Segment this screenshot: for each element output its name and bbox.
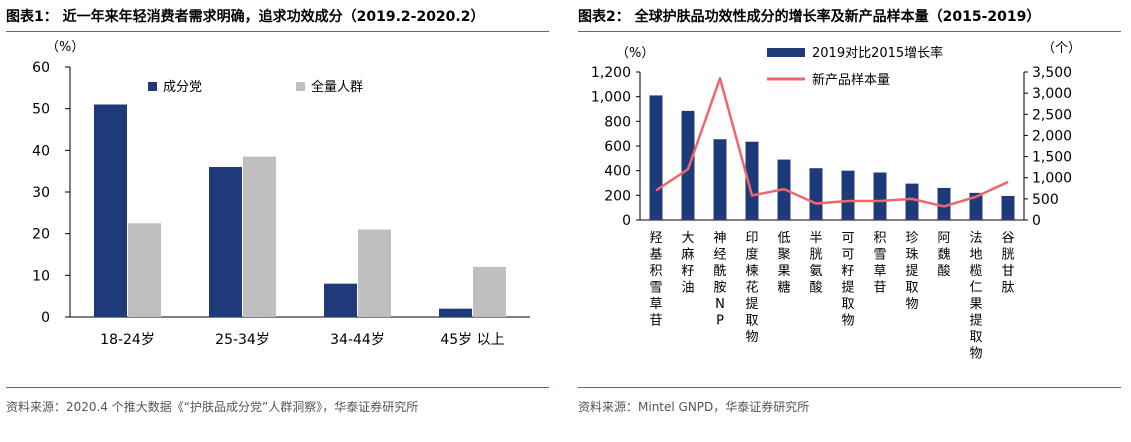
legend-label-line: 新产品样本量 <box>812 72 890 88</box>
bar-growth-rate <box>745 141 759 220</box>
y-tick-label: 20 <box>32 227 50 243</box>
source-divider <box>578 387 1121 388</box>
bar-growth-rate <box>809 168 823 220</box>
bar-ingredient-fans <box>209 167 242 317</box>
x-tick-label: 羟基积雪草苷 <box>649 231 662 329</box>
right-axis-unit-label: （个） <box>1042 41 1081 56</box>
x-tick-label: 法地榄仁果提取物 <box>969 231 982 362</box>
figure-1-source: 资料来源：2020.4 个推大数据《“护肤品成分党”人群洞察》，华泰证券研究所 <box>6 400 419 414</box>
bar-growth-rate <box>841 170 855 220</box>
right-y-tick-label: 2,000 <box>1032 128 1072 144</box>
x-tick-label: 34-44岁 <box>330 332 385 348</box>
x-tick-label: 45岁 以上 <box>440 332 504 348</box>
bar-ingredient-fans <box>94 104 127 317</box>
x-tick-label: 半胱氨酸 <box>809 231 822 296</box>
bar-all-users <box>243 156 276 317</box>
y-tick-label: 40 <box>32 143 50 159</box>
right-y-tick-label: 1,000 <box>1032 171 1072 187</box>
x-tick-label: 积雪草苷 <box>873 231 886 296</box>
bar-all-users <box>358 229 391 317</box>
title-divider <box>578 31 1121 32</box>
x-tick-label: 低聚果糖 <box>777 231 790 296</box>
bar-growth-rate <box>969 192 983 220</box>
legend-label: 成分党 <box>163 80 202 95</box>
legend-swatch <box>148 82 157 91</box>
legend-label-bar: 2019对比2015增长率 <box>812 45 943 61</box>
legend-label: 全量人群 <box>311 79 363 95</box>
y-axis-unit-label: （%） <box>46 40 84 55</box>
bar-growth-rate <box>873 172 887 220</box>
y-tick-label: 0 <box>41 310 50 326</box>
left-y-tick-label: 0 <box>622 213 631 229</box>
x-tick-label: 谷胱甘肽 <box>1001 231 1014 296</box>
y-tick-label: 10 <box>32 268 50 284</box>
x-tick-label: 印度楝花提取物 <box>745 231 758 345</box>
left-y-tick-label: 800 <box>604 114 631 130</box>
title-divider <box>6 31 549 32</box>
right-y-tick-label: 500 <box>1032 192 1059 208</box>
source-divider <box>6 387 549 388</box>
figure-2-title: 图表2： 全球护肤品功效性成分的增长率及新产品样本量（2015-2019） <box>578 9 1041 25</box>
x-tick-label: 阿魏酸 <box>937 231 950 279</box>
bar-growth-rate <box>1001 195 1015 220</box>
x-tick-label: 珍珠提取物 <box>905 231 918 312</box>
left-y-tick-label: 1,000 <box>591 90 631 106</box>
left-y-tick-label: 600 <box>604 139 631 155</box>
line-sample-size <box>655 77 1009 208</box>
age-distribution-bar-chart: （%） 0 10 20 30 40 50 60 18-24岁 25-34岁 34-44岁 45岁 以上… <box>32 40 530 348</box>
bar-ingredient-fans <box>439 308 472 317</box>
bar-ingredient-fans <box>324 283 357 317</box>
bar-growth-rate <box>905 183 919 220</box>
right-y-tick-label: 0 <box>1032 213 1041 229</box>
legend-swatch <box>296 82 305 91</box>
right-y-tick-label: 3,500 <box>1032 65 1072 81</box>
bar-growth-rate <box>713 139 727 220</box>
left-y-tick-label: 1,200 <box>591 65 631 81</box>
bar-growth-rate <box>937 187 951 220</box>
x-tick-label: 大麻籽油 <box>681 231 694 296</box>
right-y-tick-label: 1,500 <box>1032 150 1072 166</box>
left-axis-unit-label: （%） <box>616 46 654 61</box>
x-tick-label: 25-34岁 <box>215 332 270 348</box>
left-y-tick-label: 200 <box>604 188 631 204</box>
bar-all-users <box>128 223 161 317</box>
right-y-tick-label: 2,500 <box>1032 107 1072 123</box>
figure-panel-2: 图表2： 全球护肤品功效性成分的增长率及新产品样本量（2015-2019） （%… <box>572 0 1127 442</box>
legend-swatch-bar <box>767 48 805 57</box>
y-tick-label: 50 <box>32 102 50 118</box>
ingredient-growth-combo-chart: （%） （个） 0 200 400 600 800 1,000 1,200 0 500 1,000 1,… <box>591 41 1081 362</box>
left-y-tick-label: 400 <box>604 164 631 180</box>
bar-growth-rate <box>681 110 695 220</box>
bar-all-users <box>473 267 506 317</box>
x-tick-label: 18-24岁 <box>100 332 155 348</box>
y-tick-label: 60 <box>32 60 50 76</box>
x-tick-label: 神经酰胺 N P <box>713 231 726 329</box>
bar-growth-rate <box>649 95 663 220</box>
figure-2-source: 资料来源：Mintel GNPD，华泰证券研究所 <box>578 400 810 414</box>
figure-panel-1: 图表1： 近一年来年轻消费者需求明确，追求功效成分（2019.2-2020.2）… <box>0 0 555 442</box>
right-y-tick-label: 3,000 <box>1032 86 1072 102</box>
y-tick-label: 30 <box>32 185 50 201</box>
figure-1-title: 图表1： 近一年来年轻消费者需求明确，追求功效成分（2019.2-2020.2） <box>6 9 485 25</box>
x-tick-label: 可可籽提取物 <box>841 231 854 329</box>
